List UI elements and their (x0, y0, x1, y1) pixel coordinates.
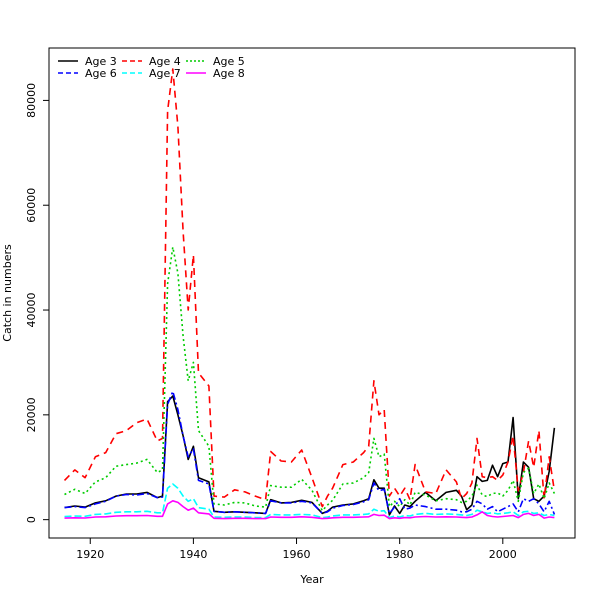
x-tick-label: 1980 (386, 548, 414, 561)
x-tick-label: 1920 (76, 548, 104, 561)
x-tick-label: 1940 (179, 548, 207, 561)
y-tick-label: 40000 (25, 293, 38, 328)
series-line-age-7 (64, 483, 555, 519)
legend-label: Age 8 (213, 67, 245, 80)
series-line-age-4 (63, 68, 556, 508)
y-tick-label: 20000 (25, 397, 38, 432)
series-layer (63, 68, 556, 520)
series-line-age-6 (64, 390, 556, 515)
y-tick-label: 60000 (25, 188, 38, 223)
plot-frame (48, 47, 576, 539)
y-tick-label: 0 (25, 516, 38, 523)
series-line-age-8 (64, 499, 555, 520)
legend-label: Age 7 (149, 67, 181, 80)
y-axis-title: Catch in numbers (1, 244, 14, 342)
legend: Age 3 Age 4 Age 5 Age 6 Age 7 Age 8 (58, 55, 245, 80)
series-line-age-5 (64, 246, 556, 512)
series-line-age-3 (64, 395, 556, 516)
y-tick-label: 80000 (25, 83, 38, 118)
legend-label: Age 6 (85, 67, 117, 80)
axes: 1920 1940 1960 1980 200002000040000600008000… (25, 83, 517, 561)
legend-label: Age 5 (213, 55, 245, 68)
x-tick-label: 1960 (283, 548, 311, 561)
legend-label: Age 3 (85, 55, 117, 68)
x-axis-title: Year (299, 573, 324, 586)
x-tick-label: 2000 (489, 548, 517, 561)
legend-label: Age 4 (149, 55, 181, 68)
